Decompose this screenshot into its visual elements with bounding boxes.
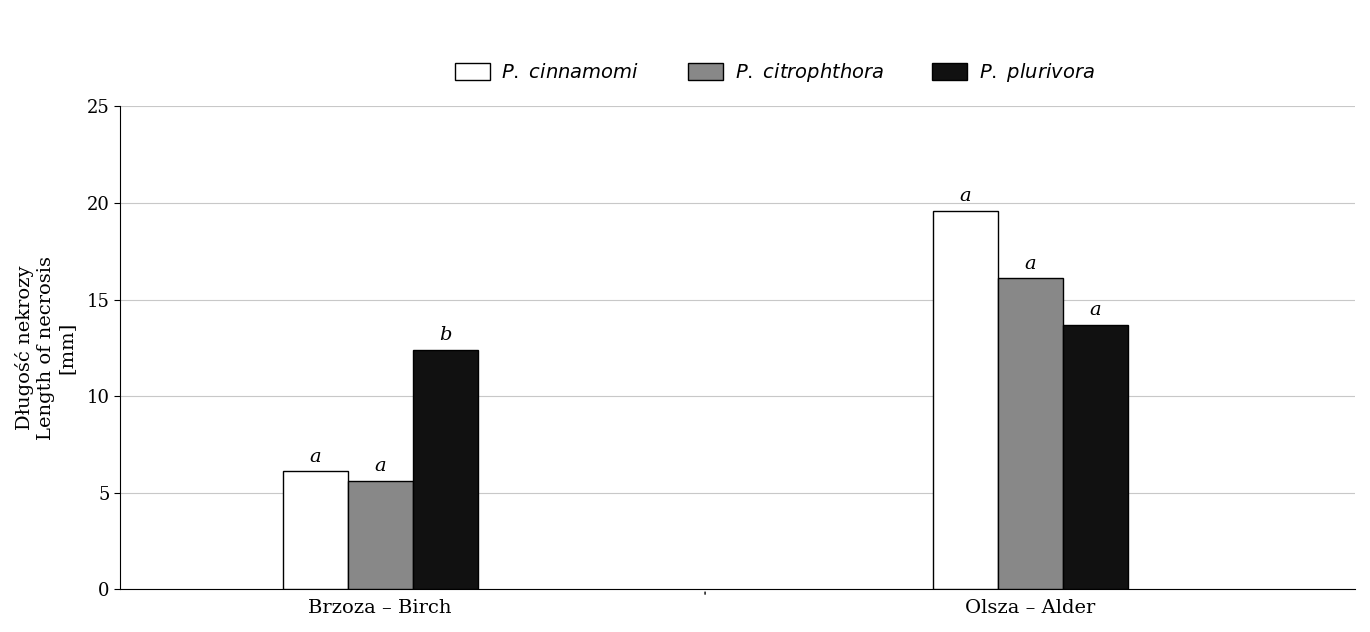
- Bar: [412, 349, 478, 589]
- Text: b: b: [438, 326, 451, 344]
- Text: a: a: [1089, 301, 1101, 319]
- Bar: [282, 471, 348, 589]
- Bar: [997, 278, 1063, 589]
- Bar: [1063, 325, 1128, 589]
- Text: a: a: [1025, 255, 1036, 272]
- Bar: [933, 210, 997, 589]
- Legend: $\mathit{P.}$ $\mathit{cinnamomi}$, $\mathit{P.}$ $\mathit{citrophthora}$, $\mat: $\mathit{P.}$ $\mathit{cinnamomi}$, $\ma…: [447, 54, 1103, 92]
- Y-axis label: Długość nekrozy
Length of necrosis
[mm]: Długość nekrozy Length of necrosis [mm]: [15, 256, 75, 440]
- Bar: [348, 481, 412, 589]
- Text: a: a: [310, 447, 321, 466]
- Text: a: a: [959, 187, 971, 205]
- Text: a: a: [374, 458, 386, 475]
